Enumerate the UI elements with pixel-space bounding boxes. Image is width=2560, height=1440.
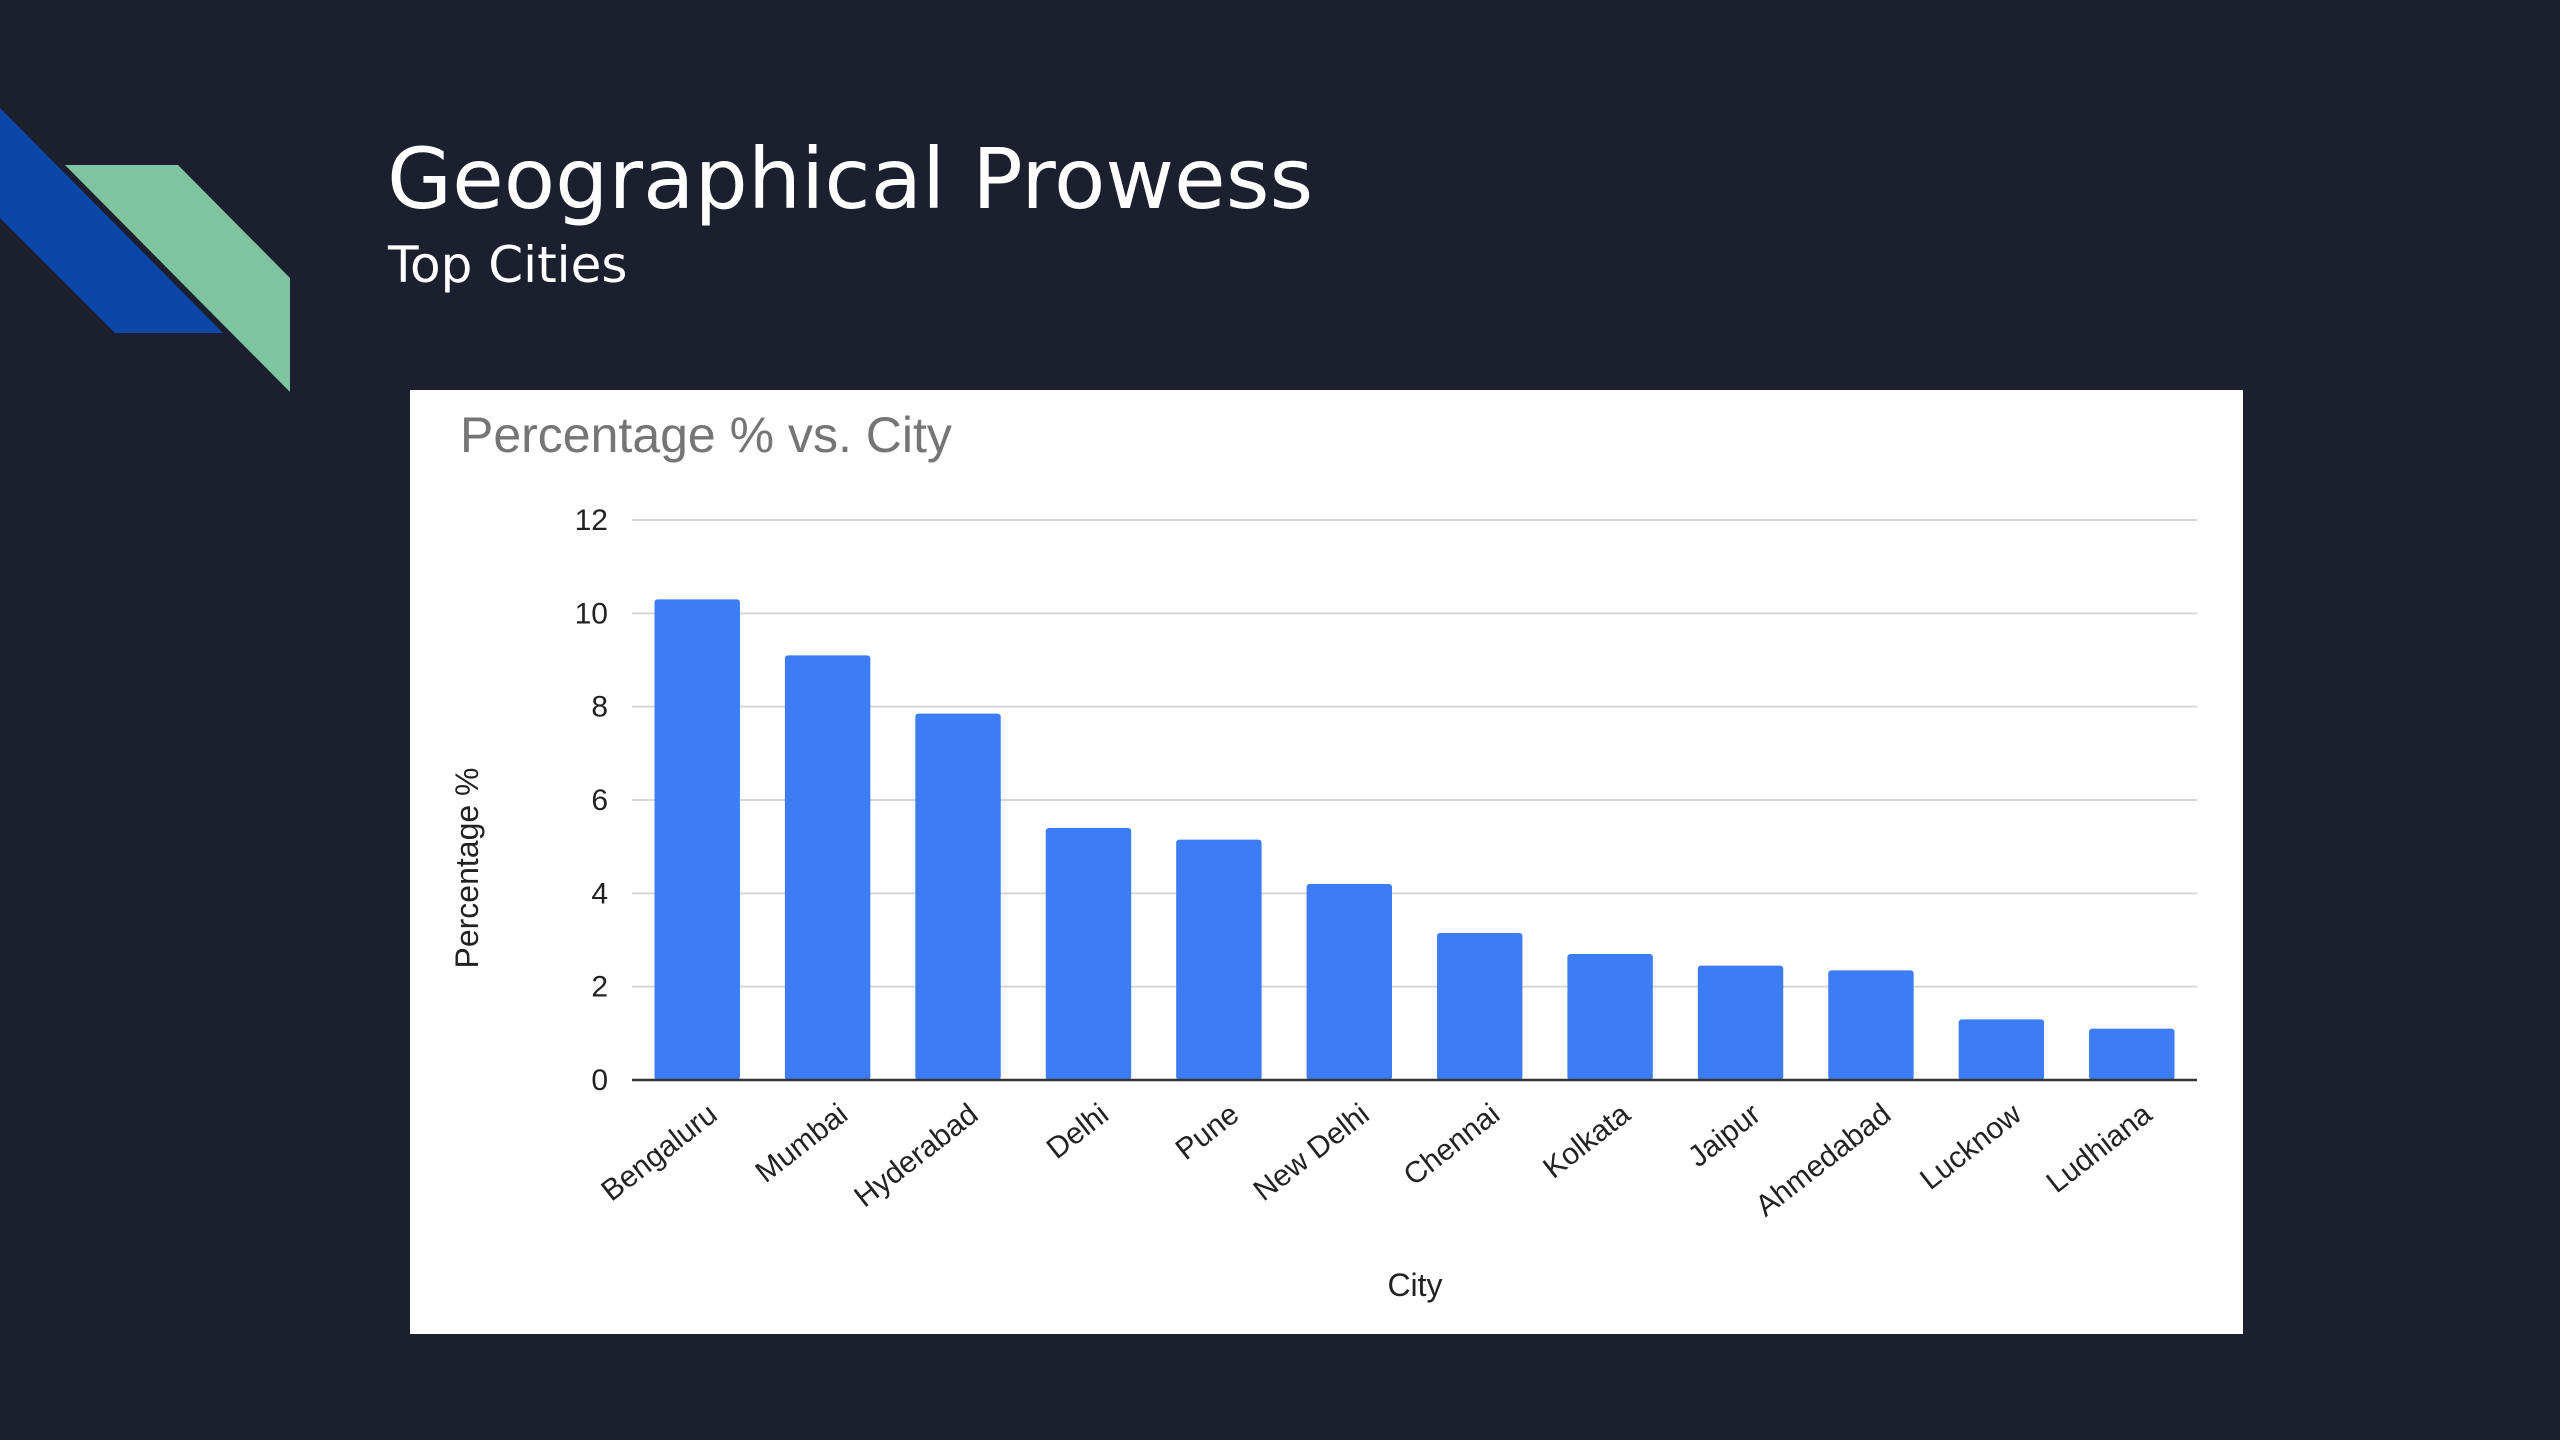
bar-pune [1176, 839, 1262, 1080]
slide-title: Geographical Prowess [387, 130, 1314, 228]
x-tick-label: Mumbai [750, 1098, 854, 1190]
bar-ahmedabad [1828, 970, 1914, 1080]
bar-mumbai [784, 655, 871, 1080]
x-tick-label: New Delhi [1248, 1098, 1376, 1208]
y-tick-labels: 0 2 4 6 8 10 12 [575, 504, 608, 1097]
x-axis-title: City [1387, 1267, 1442, 1303]
x-tick-label: Ahmedabad [1749, 1098, 1897, 1224]
bar-chart: Percentage % vs. City 0 2 4 6 8 10 12 Bengalur… [449, 407, 2197, 1303]
y-tick-label: 12 [575, 504, 608, 537]
y-tick-label: 8 [591, 691, 608, 724]
x-tick-label: Ludhiana [2040, 1097, 2158, 1199]
corner-decoration [0, 108, 290, 392]
slide-subtitle: Top Cities [388, 236, 628, 294]
bars [654, 599, 2175, 1080]
y-tick-label: 2 [591, 971, 608, 1004]
y-tick-label: 4 [591, 877, 608, 910]
x-tick-label: Lucknow [1914, 1097, 2028, 1196]
bar-delhi [1045, 828, 1132, 1080]
bar-ludhiana [2089, 1028, 2175, 1080]
bar-lucknow [1958, 1019, 2045, 1080]
x-tick-label: Hyderabad [848, 1098, 984, 1214]
y-tick-label: 0 [591, 1064, 608, 1097]
bar-bengaluru [654, 599, 740, 1080]
x-tick-label: Bengaluru [595, 1098, 723, 1208]
green-stripe [65, 165, 290, 392]
bar-jaipur [1697, 965, 1784, 1080]
chart-title: Percentage % vs. City [460, 407, 952, 463]
x-tick-label: Chennai [1398, 1098, 1506, 1193]
y-axis-title: Percentage % [449, 767, 485, 968]
blue-stripe [0, 108, 223, 333]
x-tick-label: Kolkata [1537, 1097, 1636, 1185]
bar-chennai [1436, 933, 1523, 1080]
y-tick-label: 6 [591, 784, 608, 817]
bar-hyderabad [915, 713, 1001, 1080]
x-tick-label: Delhi [1041, 1098, 1115, 1166]
y-tick-label: 10 [575, 597, 608, 630]
chart-card: Percentage % vs. City 0 2 4 6 8 10 12 Bengalur… [410, 390, 2243, 1334]
bar-kolkata [1567, 954, 1653, 1080]
x-tick-label: Jaipur [1682, 1098, 1767, 1174]
gridlines [632, 519, 2197, 988]
x-tick-label: Pune [1170, 1098, 1246, 1167]
bar-new-delhi [1306, 884, 1393, 1080]
